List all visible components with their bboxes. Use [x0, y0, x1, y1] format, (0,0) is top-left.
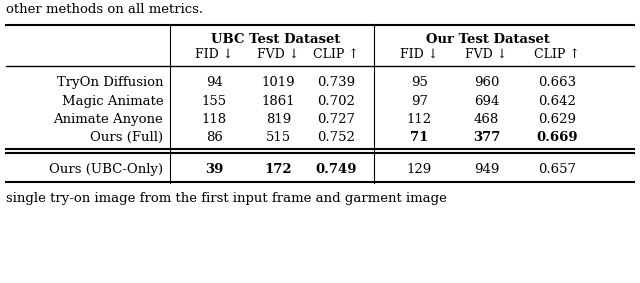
Text: TryOn Diffusion: TryOn Diffusion — [57, 76, 163, 89]
Text: 0.702: 0.702 — [317, 95, 355, 108]
Text: CLIP ↑: CLIP ↑ — [313, 48, 359, 61]
Text: 0.749: 0.749 — [316, 163, 356, 176]
Text: FID ↓: FID ↓ — [195, 48, 234, 61]
Text: Our Test Dataset: Our Test Dataset — [426, 33, 550, 46]
Text: Ours (UBC-Only): Ours (UBC-Only) — [49, 163, 163, 176]
Text: 0.669: 0.669 — [536, 131, 578, 144]
Text: 0.657: 0.657 — [538, 163, 576, 176]
Text: CLIP ↑: CLIP ↑ — [534, 48, 580, 61]
Text: 39: 39 — [205, 163, 223, 176]
Text: UBC Test Dataset: UBC Test Dataset — [211, 33, 340, 46]
Text: Animate Anyone: Animate Anyone — [54, 113, 163, 126]
Text: 112: 112 — [406, 113, 432, 126]
Text: 0.663: 0.663 — [538, 76, 576, 89]
Text: 515: 515 — [266, 131, 291, 144]
Text: 0.752: 0.752 — [317, 131, 355, 144]
Text: 1019: 1019 — [262, 76, 295, 89]
Text: 94: 94 — [206, 76, 223, 89]
Text: 129: 129 — [406, 163, 432, 176]
Text: 960: 960 — [474, 76, 499, 89]
Text: 0.739: 0.739 — [317, 76, 355, 89]
Text: FVD ↓: FVD ↓ — [465, 48, 508, 61]
Text: 0.629: 0.629 — [538, 113, 576, 126]
Text: 819: 819 — [266, 113, 291, 126]
Text: 118: 118 — [202, 113, 227, 126]
Text: 0.642: 0.642 — [538, 95, 576, 108]
Text: other methods on all metrics.: other methods on all metrics. — [6, 3, 204, 16]
Text: FVD ↓: FVD ↓ — [257, 48, 300, 61]
Text: 155: 155 — [202, 95, 227, 108]
Text: 377: 377 — [473, 131, 500, 144]
Text: 0.727: 0.727 — [317, 113, 355, 126]
Text: 172: 172 — [264, 163, 292, 176]
Text: Ours (Full): Ours (Full) — [90, 131, 163, 144]
Text: 71: 71 — [410, 131, 428, 144]
Text: FID ↓: FID ↓ — [400, 48, 438, 61]
Text: 86: 86 — [206, 131, 223, 144]
Text: 97: 97 — [411, 95, 428, 108]
Text: 694: 694 — [474, 95, 499, 108]
Text: single try-on image from the first input frame and garment image: single try-on image from the first input… — [6, 192, 447, 205]
Text: 949: 949 — [474, 163, 499, 176]
Text: 468: 468 — [474, 113, 499, 126]
Text: Magic Animate: Magic Animate — [61, 95, 163, 108]
Text: 95: 95 — [411, 76, 428, 89]
Text: 1861: 1861 — [262, 95, 295, 108]
